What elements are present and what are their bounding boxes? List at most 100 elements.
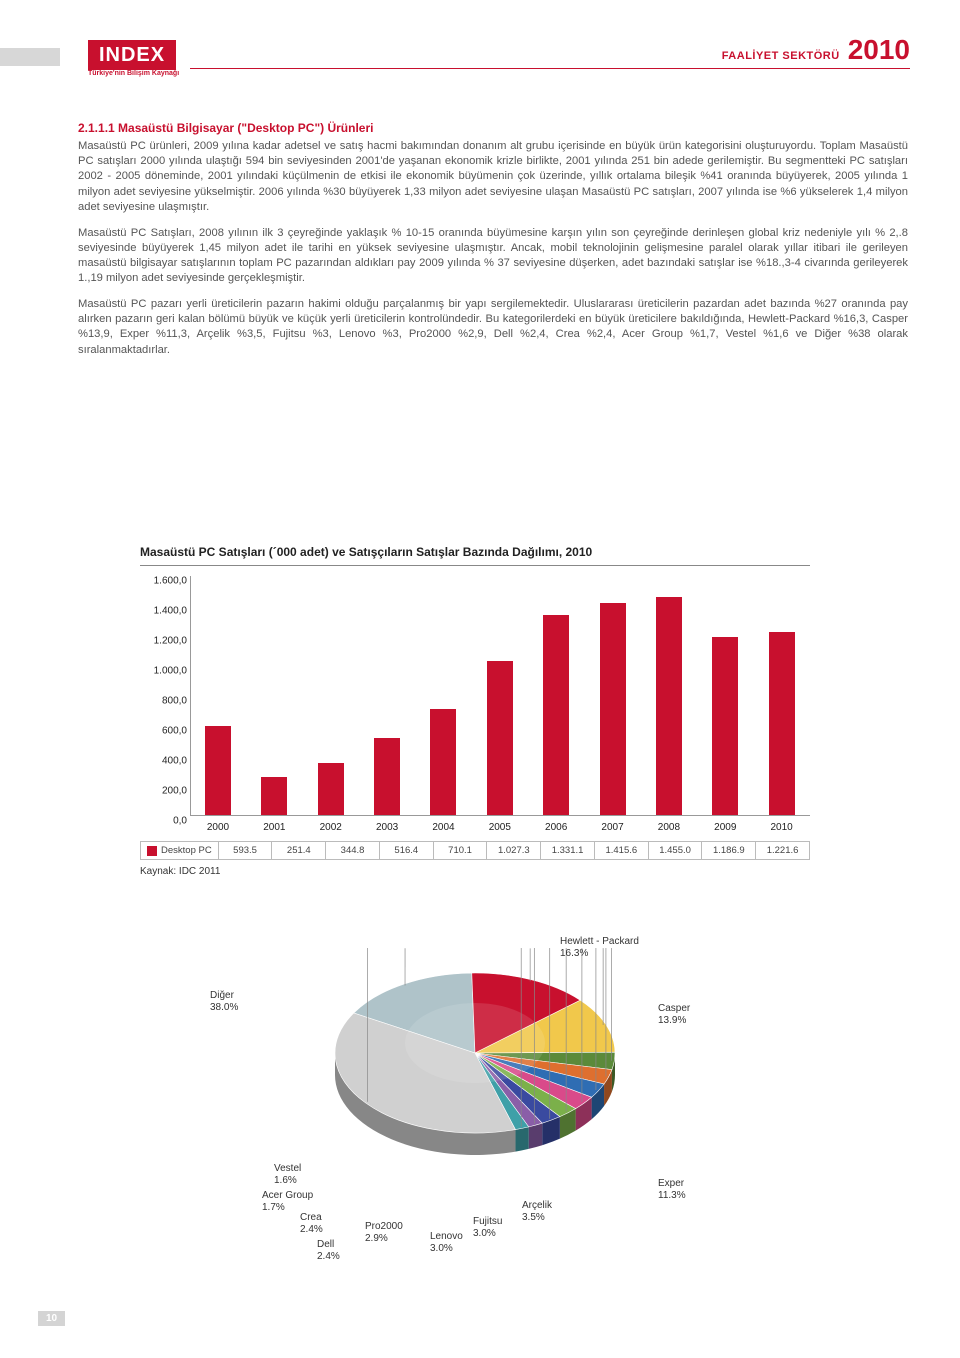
pie-label-pct: 3.0% bbox=[473, 1228, 502, 1240]
bar-chart-data-row: Desktop PC 593.5251.4344.8516.4710.11.027… bbox=[140, 841, 810, 860]
pie-label-name: Dell bbox=[317, 1239, 334, 1250]
pie-highlight bbox=[405, 1003, 545, 1083]
bar-chart-title-rule bbox=[140, 565, 810, 566]
bar-chart-ytick: 1.200,0 bbox=[139, 636, 187, 647]
bar-chart-xlabel: 2003 bbox=[362, 822, 412, 833]
pie-label-pct: 1.7% bbox=[262, 1202, 313, 1214]
bar-chart-ytick: 1.000,0 bbox=[139, 666, 187, 677]
bar-chart-data-cell: 593.5 bbox=[219, 842, 273, 859]
bar-chart-plot: 1.600,01.400,01.200,01.000,0800,0600,040… bbox=[190, 576, 810, 816]
bar bbox=[712, 637, 738, 815]
bar-chart-data-cell: 1.027.3 bbox=[487, 842, 541, 859]
pie-label-name: Exper bbox=[658, 1178, 684, 1189]
bar-chart-xlabel: 2009 bbox=[700, 822, 750, 833]
bar-chart-xlabel: 2000 bbox=[193, 822, 243, 833]
bar-chart-ytick: 800,0 bbox=[139, 696, 187, 707]
bar-chart-data-cell: 516.4 bbox=[380, 842, 434, 859]
pie-label-pct: 11.3% bbox=[658, 1190, 686, 1202]
logo: INDEX bbox=[88, 40, 176, 70]
legend-swatch bbox=[147, 846, 157, 856]
header-right: FAALİYET SEKTÖRÜ 2010 bbox=[722, 34, 910, 66]
pie-label-name: Casper bbox=[658, 1003, 690, 1014]
bar bbox=[318, 763, 344, 815]
bar bbox=[205, 726, 231, 815]
pie-label-name: Lenovo bbox=[430, 1231, 463, 1242]
pie-label-pct: 1.6% bbox=[274, 1175, 301, 1187]
bar-chart-legend: Desktop PC bbox=[141, 842, 219, 859]
bar-chart-xlabel: 2006 bbox=[531, 822, 581, 833]
pie-label: Exper11.3% bbox=[658, 1178, 686, 1202]
section-title: 2.1.1.1 Masaüstü Bilgisayar ("Desktop PC… bbox=[78, 120, 908, 136]
bar-chart-ytick: 600,0 bbox=[139, 726, 187, 737]
bar bbox=[261, 777, 287, 815]
pie-label: Hewlett - Packard16.3% bbox=[560, 936, 639, 960]
bar-chart-xlabel: 2005 bbox=[475, 822, 525, 833]
pie-label: Arçelik3.5% bbox=[522, 1200, 552, 1224]
bar-chart: Masaüstü PC Satışları (´000 adet) ve Sat… bbox=[140, 545, 810, 877]
bar-chart-data-cell: 1.331.1 bbox=[541, 842, 595, 859]
pie-label: Vestel1.6% bbox=[274, 1163, 301, 1187]
bar-chart-xlabel: 2010 bbox=[757, 822, 807, 833]
bar bbox=[430, 709, 456, 816]
bar-chart-xlabel: 2001 bbox=[249, 822, 299, 833]
header-year: 2010 bbox=[848, 34, 910, 66]
pie-label-pct: 38.0% bbox=[210, 1002, 238, 1014]
bar bbox=[543, 615, 569, 815]
legend-label: Desktop PC bbox=[161, 845, 212, 856]
bar-chart-ytick: 400,0 bbox=[139, 756, 187, 767]
paragraph-2: Masaüstü PC Satışları, 2008 yılının ilk … bbox=[78, 226, 908, 286]
pie-label-pct: 2.9% bbox=[365, 1233, 403, 1245]
paragraph-3: Masaüstü PC pazarı yerli üreticilerin pa… bbox=[78, 297, 908, 357]
bar bbox=[487, 661, 513, 815]
bar-chart-data-cell: 1.415.6 bbox=[595, 842, 649, 859]
header-rule bbox=[190, 68, 910, 69]
bar-chart-data-cell: 1.186.9 bbox=[702, 842, 756, 859]
bar-chart-ytick: 0,0 bbox=[139, 816, 187, 827]
pie-chart-svg bbox=[315, 948, 635, 1188]
bar-chart-data-cell: 710.1 bbox=[434, 842, 488, 859]
pie-label-name: Fujitsu bbox=[473, 1216, 502, 1227]
bar bbox=[374, 738, 400, 815]
bar-chart-data-cell: 1.221.6 bbox=[756, 842, 809, 859]
page-number: 10 bbox=[38, 1311, 65, 1326]
pie-label: Lenovo3.0% bbox=[430, 1231, 463, 1255]
pie-label-name: Arçelik bbox=[522, 1200, 552, 1211]
header-category: FAALİYET SEKTÖRÜ bbox=[722, 50, 840, 62]
pie-label-pct: 13.9% bbox=[658, 1015, 690, 1027]
pie-slice-side bbox=[515, 1127, 528, 1152]
pie-label: Acer Group1.7% bbox=[262, 1190, 313, 1214]
pie-label-name: Acer Group bbox=[262, 1190, 313, 1201]
pie-label: Casper13.9% bbox=[658, 1003, 690, 1027]
bar-chart-ytick: 1.400,0 bbox=[139, 606, 187, 617]
bar-chart-data-cell: 251.4 bbox=[272, 842, 326, 859]
bar bbox=[600, 603, 626, 815]
bar-chart-ytick: 1.600,0 bbox=[139, 576, 187, 587]
pie-label: Crea2.4% bbox=[300, 1212, 323, 1236]
bar-chart-xlabel: 2004 bbox=[418, 822, 468, 833]
pie-label-name: Hewlett - Packard bbox=[560, 936, 639, 947]
bar bbox=[769, 632, 795, 815]
logo-subtitle: Türkiye'nin Bilişim Kaynağı bbox=[88, 70, 179, 77]
pie-label-pct: 3.5% bbox=[522, 1212, 552, 1224]
pie-label: Diğer38.0% bbox=[210, 990, 238, 1014]
bar-chart-source: Kaynak: IDC 2011 bbox=[140, 866, 810, 877]
pie-label-name: Pro2000 bbox=[365, 1221, 403, 1232]
pie-chart: Hewlett - Packard16.3% Casper13.9% Exper11… bbox=[200, 938, 760, 1278]
header-strip bbox=[0, 48, 60, 66]
pie-label: Dell2.4% bbox=[317, 1239, 340, 1263]
content-area: 2.1.1.1 Masaüstü Bilgisayar ("Desktop PC… bbox=[78, 120, 908, 369]
pie-label-name: Diğer bbox=[210, 990, 234, 1001]
bar bbox=[656, 597, 682, 815]
pie-label-pct: 3.0% bbox=[430, 1243, 463, 1255]
pie-label-pct: 16.3% bbox=[560, 948, 639, 960]
pie-label-pct: 2.4% bbox=[300, 1224, 323, 1236]
pie-label-pct: 2.4% bbox=[317, 1251, 340, 1263]
pie-label: Pro20002.9% bbox=[365, 1221, 403, 1245]
page-header: INDEX Türkiye'nin Bilişim Kaynağı FAALİY… bbox=[70, 40, 910, 78]
bar-chart-data-cell: 344.8 bbox=[326, 842, 380, 859]
bar-chart-title: Masaüstü PC Satışları (´000 adet) ve Sat… bbox=[140, 545, 810, 559]
bar-chart-xlabel: 2007 bbox=[588, 822, 638, 833]
pie-slice-side bbox=[529, 1123, 542, 1149]
bar-chart-xlabel: 2008 bbox=[644, 822, 694, 833]
paragraph-1: Masaüstü PC ürünleri, 2009 yılına kadar … bbox=[78, 139, 908, 215]
